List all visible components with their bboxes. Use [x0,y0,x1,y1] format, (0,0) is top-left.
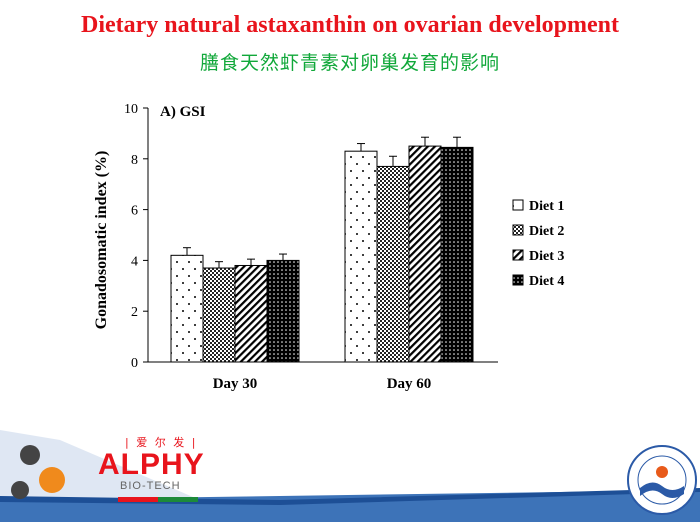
y-axis-label: Gonadosomatic index (%) [93,151,110,330]
bar [344,150,378,363]
legend-swatch [512,224,524,236]
bar [170,254,204,363]
y-tick-label: 2 [131,305,138,320]
y-tick-label: 10 [124,102,138,117]
bar [202,267,236,363]
slide-subtitle: 膳食天然虾青素对卵巢发育的影响 [199,52,500,74]
logo-sub: BIO-TECH [120,480,181,492]
y-tick-label: 4 [131,254,138,269]
legend-label: Diet 3 [529,249,564,264]
bar [376,165,410,363]
bars: Day 30 Day 60 [170,136,474,392]
legend-label: Diet 2 [529,224,564,239]
bar [266,259,300,363]
legend-label: Diet 1 [529,199,564,214]
slide-title: Dietary natural astaxanthin on ovarian d… [80,12,619,38]
logo-chinese-text: | 爱 尔 发 | [125,436,198,449]
y-tick-label: 0 [131,356,138,371]
y-tick-label: 8 [131,153,138,168]
legend-label: Diet 4 [529,274,564,289]
panel-label: A) GSI [160,104,206,120]
banner-decoration [0,430,700,522]
x-tick-label: Day 30 [213,376,258,392]
bar [234,264,268,363]
legend-swatch [512,199,524,211]
logo-name: ALPHY [98,448,205,481]
legend: Diet 1 Diet 2 Diet 3 Diet 4 [512,199,564,289]
bar [408,145,442,363]
university-seal-icon [627,445,697,515]
x-tick-label: Day 60 [387,376,432,392]
bar [440,146,474,363]
legend-swatch [512,249,524,261]
legend-swatch [512,274,524,286]
y-tick-label: 6 [131,204,138,219]
